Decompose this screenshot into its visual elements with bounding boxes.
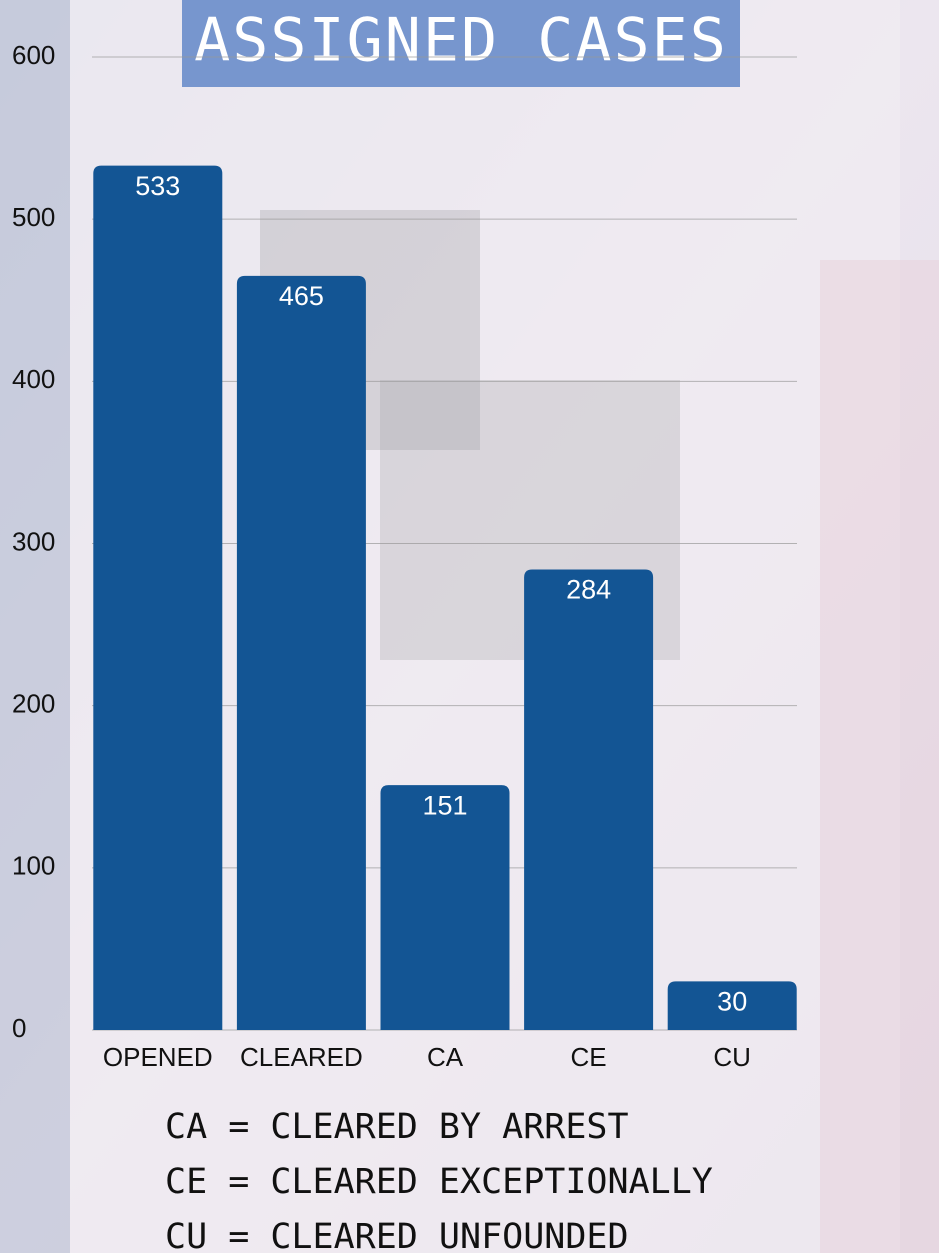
x-tick-label: CU <box>713 1042 751 1072</box>
y-tick-label: 600 <box>12 40 55 70</box>
bar <box>381 785 510 1030</box>
legend-note: CA = CLEARED BY ARREST <box>165 1107 629 1147</box>
y-tick-label: 0 <box>12 1013 26 1043</box>
bar <box>93 166 222 1030</box>
legend-note: CU = CLEARED UNFOUNDED <box>165 1217 629 1253</box>
x-tick-label: CLEARED <box>240 1042 363 1072</box>
y-tick-label: 500 <box>12 202 55 232</box>
value-label: 151 <box>422 790 467 820</box>
chart: ASSIGNED CASES 0 100 200 300 400 500 600 OPENED… <box>0 0 939 1253</box>
x-tick-label: CA <box>427 1042 464 1072</box>
x-tick-label: CE <box>571 1042 607 1072</box>
y-tick-label: 200 <box>12 689 55 719</box>
y-tick-label: 100 <box>12 851 55 881</box>
legend-note: CE = CLEARED EXCEPTIONALLY <box>165 1162 713 1202</box>
y-tick-label: 300 <box>12 526 55 556</box>
chart-title: ASSIGNED CASES <box>194 6 728 76</box>
value-label: 533 <box>135 171 180 201</box>
y-tick-label: 400 <box>12 364 55 394</box>
paper-edge <box>0 0 70 1253</box>
x-tick-label: OPENED <box>103 1042 213 1072</box>
bar <box>237 276 366 1030</box>
value-label: 465 <box>279 281 324 311</box>
value-label: 284 <box>566 575 611 605</box>
paper-edge <box>820 260 939 1253</box>
bar <box>524 569 653 1030</box>
value-label: 30 <box>717 986 747 1016</box>
